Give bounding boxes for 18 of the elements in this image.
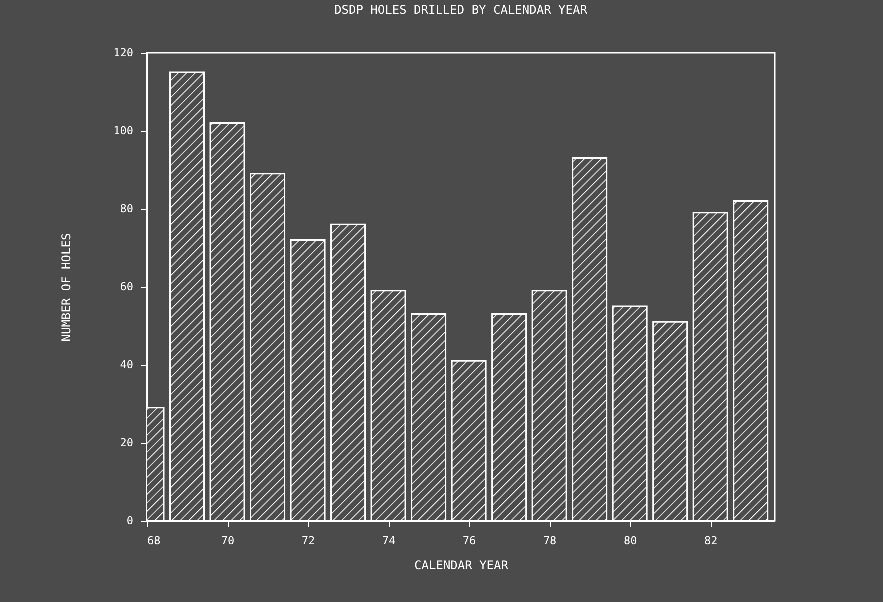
y-tick-label: 120 bbox=[114, 46, 134, 60]
y-tick-label: 100 bbox=[114, 124, 134, 138]
y-tick-label: 40 bbox=[120, 358, 134, 372]
y-tick-label: 0 bbox=[126, 514, 134, 528]
y-tick-label: 80 bbox=[120, 202, 134, 216]
y-axis-title: NUMBER OF HOLES bbox=[60, 233, 74, 342]
y-tick-label: 20 bbox=[120, 436, 134, 450]
x-tick-label: 70 bbox=[221, 534, 235, 548]
x-tick-label: 72 bbox=[302, 534, 316, 548]
x-tick-label: 68 bbox=[148, 534, 161, 548]
y-tick-label: 60 bbox=[120, 280, 134, 294]
x-tick-label: 74 bbox=[382, 534, 396, 548]
x-tick-label: 80 bbox=[624, 534, 638, 548]
x-tick-label: 76 bbox=[462, 534, 476, 548]
x-tick-label: 78 bbox=[543, 534, 557, 548]
x-tick-label: 82 bbox=[704, 534, 718, 548]
x-axis-title: CALENDAR YEAR bbox=[414, 558, 510, 572]
chart-title: DSDP HOLES DRILLED BY CALENDAR YEAR bbox=[334, 3, 588, 17]
